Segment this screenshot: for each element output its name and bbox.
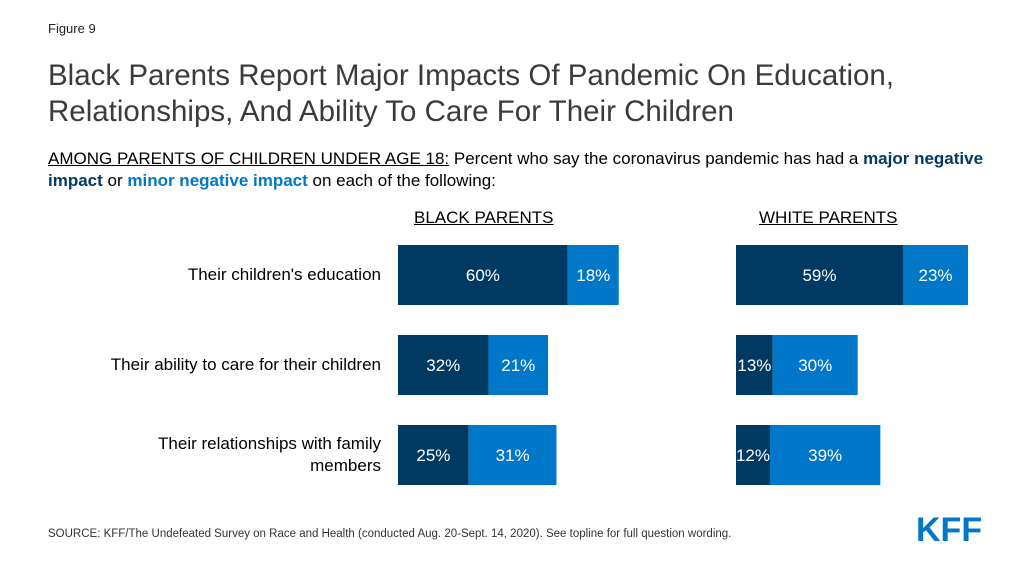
- bar-label-white-minor-0: 23%: [918, 266, 952, 285]
- legend-minor: minor negative impact: [127, 171, 308, 190]
- chart-subtitle: AMONG PARENTS OF CHILDREN UNDER AGE 18: …: [48, 148, 988, 192]
- bar-label-white-minor-1: 30%: [798, 356, 832, 375]
- bar-black-minor-0: [567, 245, 619, 305]
- bar-white-minor-2: [769, 425, 881, 485]
- bar-white-major-2: [736, 425, 770, 485]
- bar-black-minor-1: [488, 335, 548, 395]
- bar-label-white-major-1: 13%: [737, 356, 771, 375]
- bar-black-major-0: [398, 245, 568, 305]
- subtitle-text-2: or: [102, 171, 128, 190]
- panel-title-black: BLACK PARENTS: [414, 208, 554, 227]
- kff-logo: KFF: [916, 511, 982, 545]
- bar-white-major-0: [736, 245, 903, 305]
- legend-major: major negative impact: [48, 149, 984, 190]
- kff-logo-text: KFF: [916, 511, 982, 545]
- category-label-care: Their ability to care for their children: [110, 355, 381, 374]
- category-label-relationships: Their relationships with family members: [158, 434, 381, 475]
- bar-label-white-minor-2: 39%: [808, 446, 842, 465]
- bar-label-black-minor-2: 31%: [496, 446, 530, 465]
- bar-label-white-major-2: 12%: [736, 446, 770, 465]
- bar-label-white-major-0: 59%: [802, 266, 836, 285]
- bar-white-minor-0: [902, 245, 969, 305]
- subtitle-text-3: on each of the following:: [307, 171, 496, 190]
- figure-label: Figure 9: [48, 21, 96, 36]
- bar-white-major-1: [736, 335, 773, 395]
- bar-label-black-minor-1: 21%: [501, 356, 535, 375]
- bar-label-black-major-2: 25%: [416, 446, 450, 465]
- subtitle-text-1: Percent who say the coronavirus pandemic…: [449, 149, 864, 168]
- source-note: SOURCE: KFF/The Undefeated Survey on Rac…: [48, 528, 732, 540]
- bar-black-major-1: [398, 335, 489, 395]
- panel-title-white: WHITE PARENTS: [759, 208, 898, 227]
- bar-label-black-minor-0: 18%: [576, 266, 610, 285]
- bar-label-black-major-1: 32%: [426, 356, 460, 375]
- bar-label-black-major-0: 60%: [466, 266, 500, 285]
- chart-title: Black Parents Report Major Impacts Of Pa…: [48, 59, 895, 128]
- bar-black-minor-2: [468, 425, 557, 485]
- category-label-education: Their children's education: [187, 265, 381, 284]
- bar-white-minor-1: [772, 335, 858, 395]
- bar-black-major-2: [398, 425, 469, 485]
- subtitle-prefix: AMONG PARENTS OF CHILDREN UNDER AGE 18:: [48, 149, 450, 168]
